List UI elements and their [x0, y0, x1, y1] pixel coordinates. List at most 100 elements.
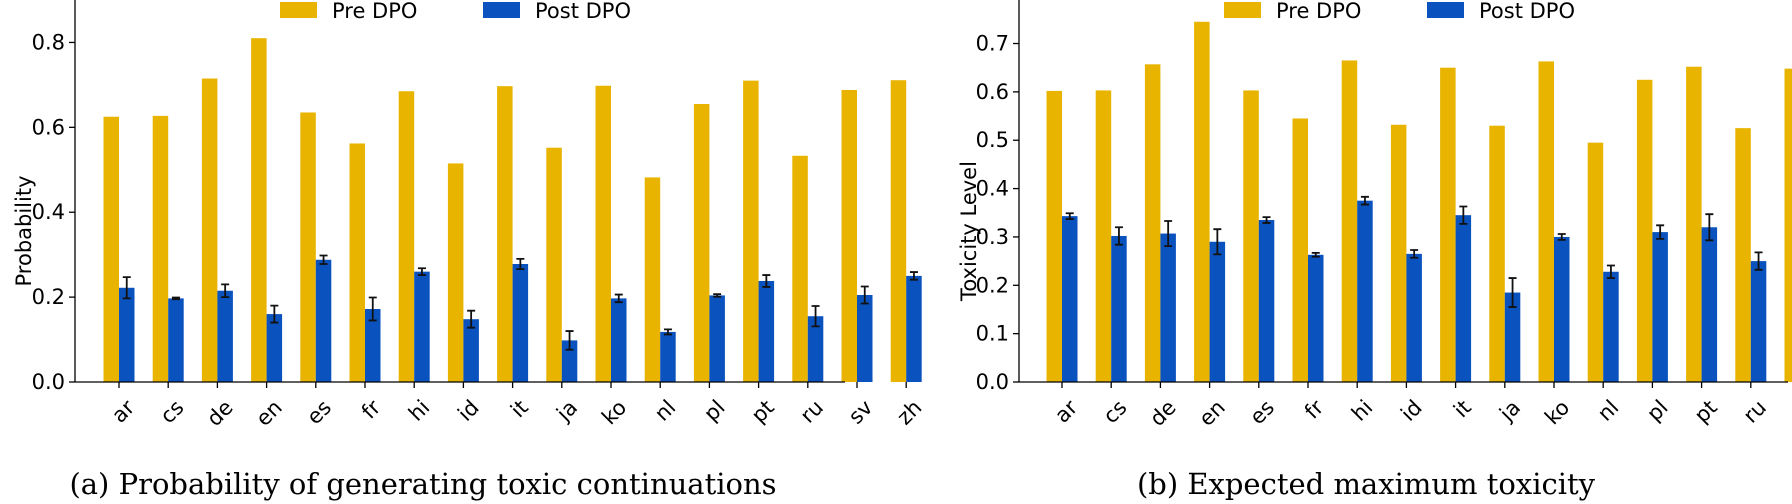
- bar-pre-dpo-ko: [1538, 61, 1554, 382]
- legend: Pre DPO Post DPO: [280, 0, 631, 23]
- x-tick-label-ru: ru: [1739, 395, 1771, 427]
- legend-swatch-pre-dpo: [280, 2, 317, 18]
- chart-panel-b: 0.0 0.1 0.2 0.3 0.4 0.5 0.6 0.7 ar cs de en es fr hi id…: [957, 0, 1792, 501]
- error-bar-post-dpo-sv: [860, 285, 869, 305]
- x-tick-label-hi: hi: [404, 395, 435, 426]
- y-tick-label: 0.6: [32, 115, 65, 139]
- bar-post-dpo-hi: [414, 271, 430, 382]
- error-bar-post-dpo-hi: [417, 267, 426, 276]
- bar-post-dpo-hi: [1357, 200, 1373, 382]
- x-tick-label-ko: ko: [1540, 395, 1574, 429]
- bar-post-dpo-en: [266, 314, 283, 382]
- error-bar-post-dpo-nl: [1606, 264, 1615, 279]
- bar-pre-dpo-pt: [743, 80, 759, 383]
- bar-pre-dpo-cs: [152, 115, 169, 382]
- x-tick-label-en: en: [1194, 395, 1230, 431]
- chart-panel-a: 0.00.20.40.60.8ar cs de en es fr hi id it ja ko nl p…: [12, 0, 926, 501]
- x-tick-label-pt: pt: [747, 395, 779, 427]
- x-tick-label-de: de: [1145, 395, 1181, 431]
- x-tick-label-id: id: [1396, 395, 1427, 426]
- bar-pre-dpo-cs: [1095, 90, 1112, 382]
- y-tick-label: 0.7: [976, 32, 1009, 56]
- legend-swatch-post-dpo: [483, 2, 520, 18]
- x-tick-label-it: it: [506, 395, 533, 422]
- bar-pre-dpo-it: [1440, 67, 1456, 383]
- bar-pre-dpo-nl: [644, 177, 661, 382]
- y-tick-label: 0.0: [976, 370, 1009, 394]
- error-bar-post-dpo-fr: [1311, 251, 1320, 258]
- bar-post-dpo-pl: [1652, 232, 1668, 382]
- y-axis-label: Toxicity Level: [957, 161, 981, 302]
- x-tick-label-nl: nl: [650, 395, 681, 426]
- error-bar-post-dpo-en: [1213, 228, 1222, 256]
- error-bar-post-dpo-id: [1410, 249, 1419, 259]
- x-tick-label-de: de: [202, 395, 238, 431]
- x-tick-label-ru: ru: [796, 395, 828, 427]
- x-tick-label-fr: fr: [1300, 395, 1329, 424]
- error-bar-post-dpo-de: [221, 283, 230, 299]
- bar-post-dpo-fr: [365, 308, 381, 382]
- figure-caption: (b) Expected maximum toxicity: [1137, 467, 1596, 501]
- bar-post-dpo-sv: [857, 294, 873, 382]
- y-tick-label: 0.4: [976, 177, 1009, 201]
- bar-pre-dpo-en: [251, 38, 267, 382]
- bar-post-dpo-fr: [1308, 254, 1324, 382]
- error-bar-post-dpo-ko: [1557, 233, 1566, 241]
- x-tick-label-pl: pl: [1642, 395, 1673, 426]
- bar-pre-dpo-ja: [1489, 125, 1505, 382]
- legend-swatch-pre-dpo: [1224, 2, 1261, 18]
- bar-pre-dpo-ar: [1046, 90, 1062, 383]
- error-bar-post-dpo-it: [1459, 205, 1468, 225]
- bar-post-dpo-ja: [1504, 292, 1521, 382]
- x-tick-label-fr: fr: [357, 395, 386, 424]
- bar-post-dpo-pt: [758, 280, 775, 382]
- bar-pre-dpo-id: [447, 163, 464, 382]
- y-tick-label: 0.2: [976, 273, 1009, 297]
- error-bar-post-dpo-ar: [122, 276, 131, 300]
- error-bar-post-dpo-pt: [762, 274, 771, 288]
- legend: Pre DPO Post DPO: [1224, 0, 1575, 23]
- bar-pre-dpo-ko: [595, 85, 611, 382]
- error-bar-post-dpo-es: [319, 254, 328, 265]
- x-tick-label-ja: ja: [1494, 395, 1525, 426]
- bar-pre-dpo-sv: [1784, 68, 1792, 382]
- y-tick-label: 0.4: [32, 200, 65, 224]
- bar-pre-dpo-id: [1390, 124, 1407, 383]
- bar-post-dpo-ar: [1062, 216, 1078, 382]
- error-bar-post-dpo-ja: [565, 330, 574, 351]
- error-bar-post-dpo-ja: [1508, 277, 1517, 308]
- y-tick-label: 0.3: [976, 225, 1009, 249]
- bar-pre-dpo-de: [1144, 64, 1161, 382]
- bar-pre-dpo-fr: [1292, 118, 1308, 382]
- legend-label-pre-dpo: Pre DPO: [1276, 0, 1361, 23]
- bar-post-dpo-id: [1406, 253, 1422, 382]
- bar-pre-dpo-pl: [693, 103, 710, 382]
- bar-post-dpo-ko: [1554, 236, 1570, 382]
- error-bar-post-dpo-ru: [811, 305, 820, 328]
- bar-post-dpo-ru: [1750, 261, 1767, 382]
- error-bar-post-dpo-nl: [663, 328, 672, 336]
- bar-pre-dpo-ru: [1735, 128, 1751, 382]
- y-tick-label: 0.2: [32, 285, 65, 309]
- error-bar-post-dpo-ko: [614, 293, 623, 304]
- bar-post-dpo-es: [315, 259, 332, 382]
- y-tick-label: 0.8: [32, 30, 65, 54]
- bar-pre-dpo-nl: [1587, 142, 1604, 382]
- x-tick-label-zh: zh: [892, 395, 926, 429]
- bar-pre-dpo-ru: [792, 155, 808, 382]
- x-tick-label-hi: hi: [1347, 395, 1378, 426]
- bar-post-dpo-it: [512, 264, 529, 382]
- bar-post-dpo-es: [1258, 220, 1275, 382]
- bar-post-dpo-cs: [168, 298, 184, 382]
- legend-label-post-dpo: Post DPO: [1479, 0, 1575, 23]
- x-tick-label-pt: pt: [1690, 395, 1722, 427]
- x-tick-label-pl: pl: [699, 395, 730, 426]
- y-tick-label: 0.5: [976, 128, 1009, 152]
- bar-pre-dpo-ar: [103, 116, 119, 382]
- bar-post-dpo-nl: [1603, 271, 1619, 382]
- bar-post-dpo-nl: [660, 331, 676, 382]
- y-tick-label: 0.6: [976, 80, 1009, 104]
- error-bar-post-dpo-pl: [713, 293, 722, 298]
- error-bar-post-dpo-pt: [1705, 213, 1714, 242]
